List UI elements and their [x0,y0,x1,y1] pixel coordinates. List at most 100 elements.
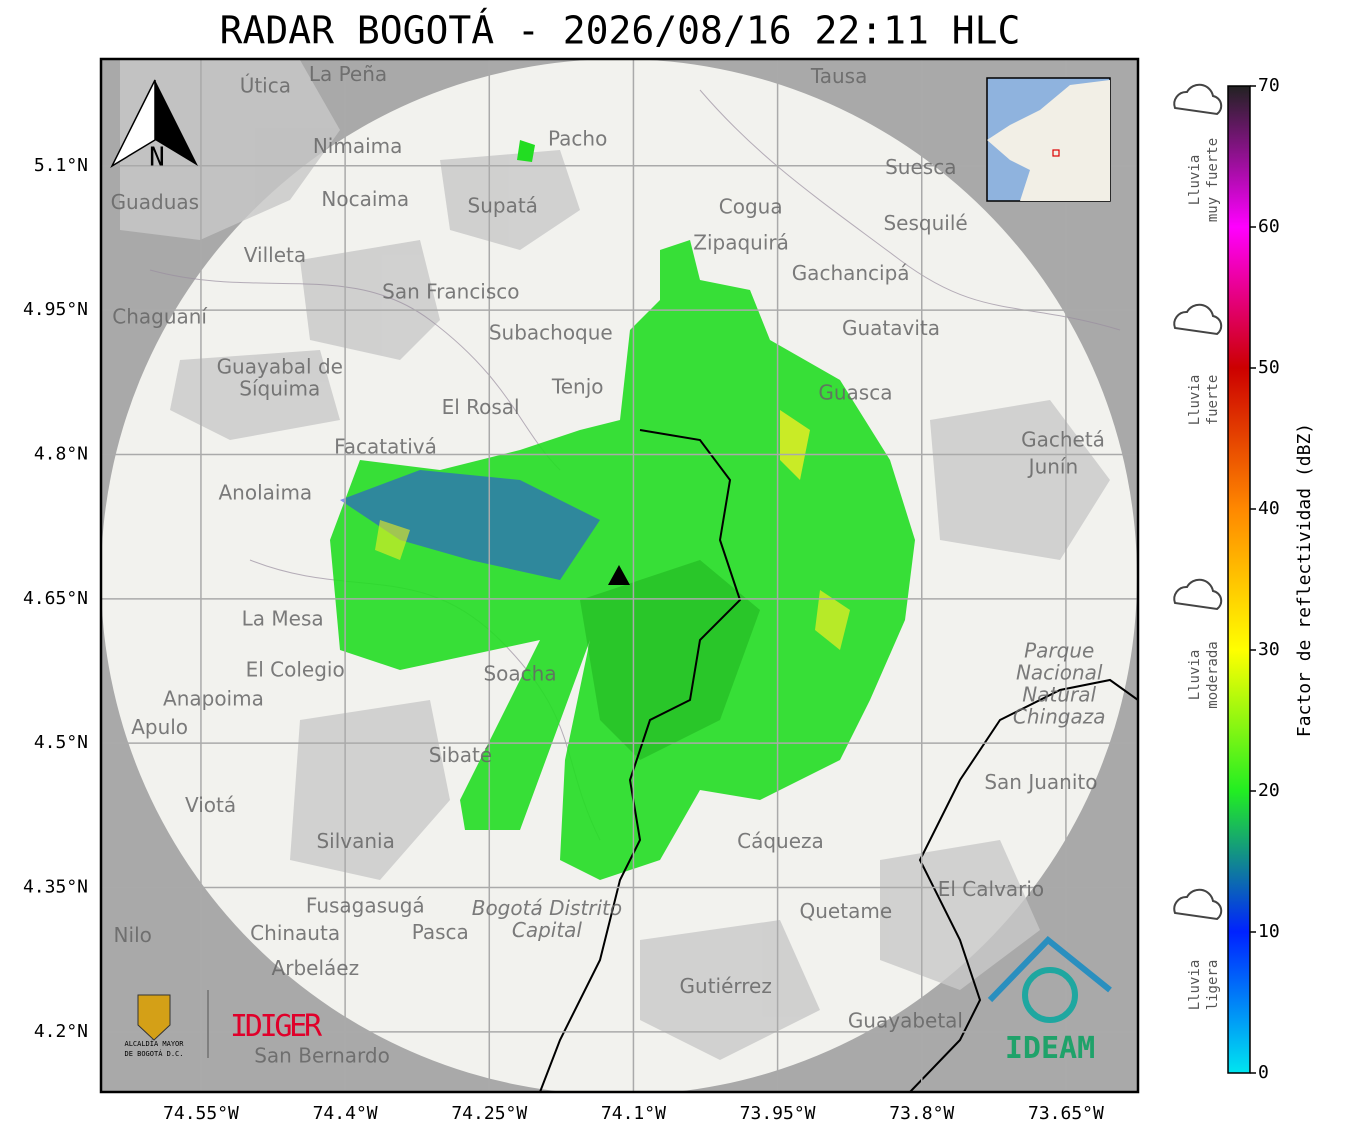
y-tick-label: 5.1°N [34,155,88,176]
x-tick-label: 74.4°W [313,1103,378,1124]
colorbar-tick-label: 10 [1258,921,1280,942]
rain-icon [1173,83,1223,116]
place-label: Guayabetal [848,1009,963,1033]
place-label: Chinauta [250,921,340,945]
cloud [1173,83,1223,116]
colorbar-tick-label: 50 [1258,357,1280,378]
x-tick-label: 73.95°W [740,1103,816,1124]
cloud [1173,303,1223,336]
place-label: Facatativá [334,434,437,458]
place-label: Suesca [885,155,956,179]
x-tick-label: 74.1°W [601,1103,666,1124]
place-label: La Peña [309,62,387,86]
place-label: El Colegio [246,658,345,682]
terrain [120,60,1110,1060]
place-label: Capital [512,918,583,942]
alcaldia-line: DE BOGOTÁ D.C. [124,1049,183,1058]
radar-site [608,565,630,585]
rain-label: fuerte [1205,375,1221,426]
place-label: Útica [240,73,291,97]
alcaldia-logo: ALCALDÍA MAYOR DE BOGOTÁ D.C. IDIGER [124,990,323,1058]
place-label: Quetame [800,899,893,923]
place-label: Cogua [719,195,783,219]
rain-label: ligera [1205,960,1221,1011]
y-tick-label: 4.35°N [23,877,88,898]
idiger-logo: IDIGER [230,1009,323,1044]
rain-label: Lluvia [1187,960,1203,1011]
rain-icon [1173,888,1223,921]
place-label: Cáqueza [737,829,824,853]
rain-icon [1173,578,1223,611]
rain-label: moderada [1205,641,1221,708]
place-label: San Francisco [382,279,519,303]
place-label: Chaguaní [112,304,208,328]
place-label: Guaduas [111,190,199,214]
admin-borders [539,429,1138,1092]
place-label: Zipaquirá [693,230,789,254]
rain-label: muy fuerte [1205,138,1221,222]
y-tick-label: 4.5°N [34,732,88,753]
radar-echo [330,140,915,880]
place-label: Silvania [316,829,394,853]
colorbar [1227,85,1251,1074]
place-label: Sibaté [429,743,492,767]
place-label: Supatá [468,194,538,218]
y-tick-label: 4.95°N [23,299,88,320]
place-label: Guayabal de [217,354,343,378]
place-label: Chingaza [1013,704,1106,728]
north-label: N [149,143,165,173]
cloud [1173,888,1223,921]
ideam-logo: IDEAM [987,935,1112,1066]
y-tick-label: 4.8°N [34,443,88,464]
x-tick-label: 73.8°W [889,1103,954,1124]
x-tick-label: 74.25°W [451,1103,527,1124]
place-label: San Bernardo [254,1043,390,1067]
place-label: Sesquilé [883,211,967,235]
place-label: Soacha [483,661,556,685]
place-label: Síquima [239,376,320,400]
place-label: Anolaima [218,480,312,504]
x-tick-label: 73.65°W [1028,1103,1104,1124]
rain-label: Lluvia [1187,375,1203,426]
map-area: La Peña Útica Tausa Pacho Nimaima Suesca Guadu… [101,59,1138,1092]
place-label: Nacional [1016,660,1103,684]
place-label: Guatavita [842,316,940,340]
colorbar-tick-label: 60 [1258,216,1280,237]
place-label: Natural [1022,682,1096,706]
colorbar-tick-label: 20 [1258,780,1280,801]
place-label: Nocaima [321,187,409,211]
place-label: Nilo [114,923,152,947]
place-label: Anapoima [163,686,264,710]
rain-label: Lluvia [1187,155,1203,206]
place-label: Pasca [412,920,469,944]
place-label: Tausa [810,64,868,88]
y-tick-label: 4.65°N [23,588,88,609]
rain-label: Lluvia [1187,650,1203,701]
place-label: El Rosal [442,395,520,419]
place-label: El Calvario [938,877,1044,901]
place-label: Junín [1027,454,1078,478]
colorbar-tick-label: 40 [1258,498,1280,519]
place-label: Arbeláez [272,956,360,980]
colorbar-tick-label: 30 [1258,639,1280,660]
rain-icon [1173,303,1223,336]
place-label: Pacho [548,126,607,150]
x-tick-label: 74.55°W [163,1103,239,1124]
place-label: Gutiérrez [680,974,772,998]
place-label: Apulo [131,715,188,739]
map-frame [99,57,1140,1094]
place-label: Bogotá Distrito [472,896,622,920]
colorbar-tick-label: 70 [1258,75,1280,96]
colorbar-label: Factor de reflectividad (dBZ) [1294,423,1315,737]
place-label: Parque [1024,638,1094,662]
cloud [1173,578,1223,611]
place-label: Villeta [244,243,306,267]
place-label: Guasca [818,380,892,404]
place-label: Viotá [185,793,236,817]
alcaldia-line: ALCALDÍA MAYOR [124,1039,184,1048]
place-label: Tenjo [551,375,604,399]
title: RADAR BOGOTÁ - 2026/08/16 22:11 HLC [220,9,1021,53]
place-label: Gachetá [1021,428,1105,452]
ideam-text: IDEAM [1005,1031,1095,1066]
